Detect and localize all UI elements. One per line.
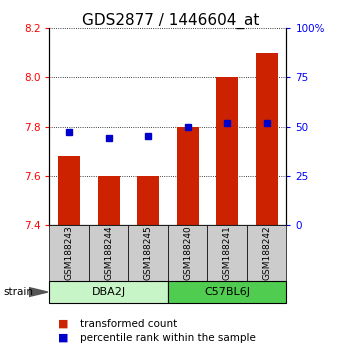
Text: GSM188243: GSM188243 (65, 226, 74, 280)
Bar (98, 176, 120, 225)
FancyBboxPatch shape (129, 225, 168, 281)
Text: transformed count: transformed count (80, 319, 177, 329)
FancyBboxPatch shape (207, 225, 247, 281)
Bar (58, 156, 80, 225)
Text: GSM188245: GSM188245 (144, 226, 153, 280)
FancyBboxPatch shape (168, 281, 286, 303)
Text: DBA2J: DBA2J (92, 287, 126, 297)
Text: percentile rank within the sample: percentile rank within the sample (80, 333, 256, 343)
Text: strain: strain (3, 287, 33, 297)
Text: ■: ■ (58, 333, 69, 343)
FancyBboxPatch shape (49, 281, 168, 303)
Bar (177, 126, 198, 225)
Polygon shape (29, 287, 48, 297)
Bar (137, 176, 159, 225)
FancyBboxPatch shape (247, 225, 286, 281)
Text: GSM188244: GSM188244 (104, 226, 113, 280)
FancyBboxPatch shape (89, 225, 129, 281)
Text: GSM188240: GSM188240 (183, 226, 192, 280)
FancyBboxPatch shape (168, 225, 207, 281)
Bar (256, 53, 278, 225)
Text: GSM188242: GSM188242 (262, 226, 271, 280)
Text: GSM188241: GSM188241 (223, 226, 232, 280)
Bar (216, 78, 238, 225)
Text: C57BL6J: C57BL6J (204, 287, 250, 297)
Text: ■: ■ (58, 319, 69, 329)
FancyBboxPatch shape (49, 225, 89, 281)
Text: GDS2877 / 1446604_at: GDS2877 / 1446604_at (82, 12, 259, 29)
